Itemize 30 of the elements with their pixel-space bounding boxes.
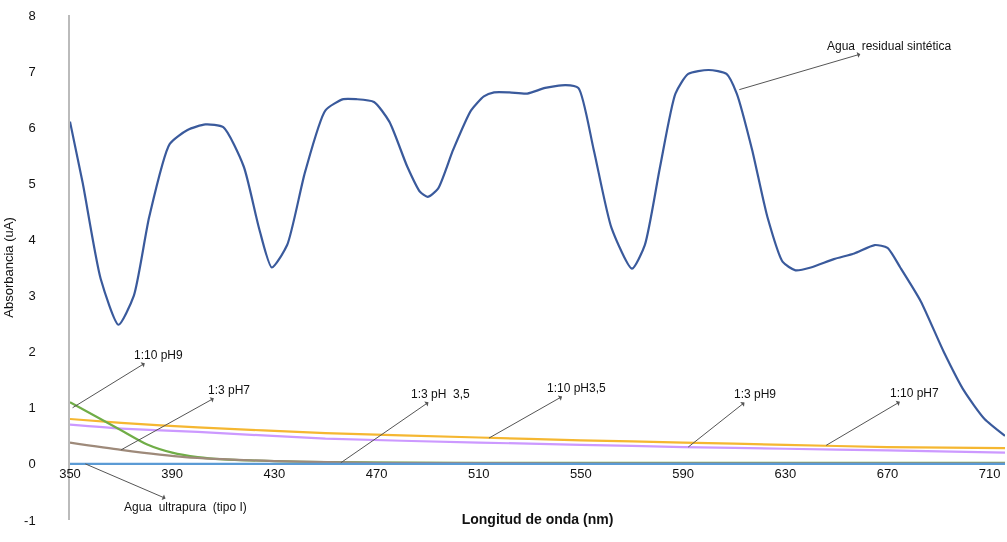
y-axis-title: Absorbancia (uA) <box>0 217 16 318</box>
x-tick-label: 470 <box>365 465 388 481</box>
y-tick-label: -1 <box>24 512 36 528</box>
y-tick-label: 6 <box>28 119 36 135</box>
y-tick-label: 5 <box>28 175 36 191</box>
x-tick-label: 710 <box>978 465 1001 481</box>
x-tick-label: 670 <box>876 465 899 481</box>
x-tick-label: 510 <box>467 465 490 481</box>
x-tick-label: 350 <box>59 465 81 481</box>
x-axis-title: Longitud de onda (nm) <box>461 511 614 528</box>
y-tick-label: 8 <box>28 7 36 23</box>
y-tick-label: 3 <box>28 288 36 304</box>
x-tick-label: 430 <box>263 465 286 481</box>
annotation: 1:3 pH 3,5 <box>411 387 471 401</box>
x-tick-label: 590 <box>672 465 694 481</box>
annotation: 1:10 pH9 <box>134 348 184 362</box>
annotation: Agua residual sintética <box>827 39 952 53</box>
annotation: 1:10 pH7 <box>890 386 940 400</box>
y-tick-label: 0 <box>28 456 36 472</box>
y-tick-label: 1 <box>28 400 36 416</box>
annotation: 1:3 pH9 <box>734 387 777 401</box>
x-tick-label: 630 <box>774 465 797 481</box>
x-tick-label: 390 <box>161 465 184 481</box>
y-tick-label: 7 <box>28 63 36 79</box>
annotation: 1:3 pH7 <box>208 383 251 397</box>
x-tick-label: 550 <box>570 465 592 481</box>
annotation: Agua ultrapura (tipo I) <box>124 500 247 514</box>
y-tick-label: 4 <box>28 231 36 247</box>
y-tick-label: 2 <box>28 344 36 360</box>
annotation: 1:10 pH3,5 <box>547 381 607 395</box>
